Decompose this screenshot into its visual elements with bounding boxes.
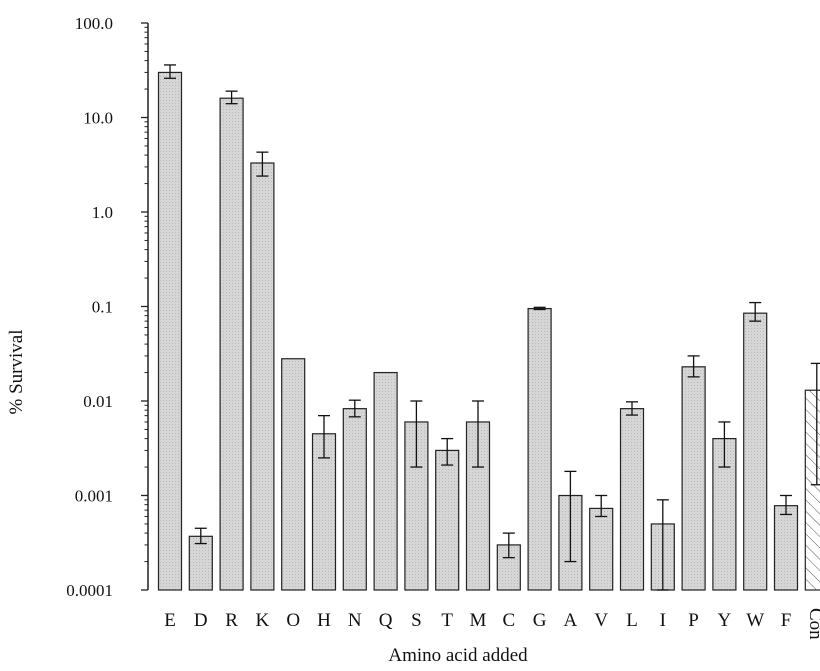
x-tick-label: I (660, 610, 666, 631)
y-tick-label: 0.1 (92, 298, 113, 317)
x-tick-label: V (594, 610, 608, 631)
y-tick-label: 0.0001 (66, 581, 113, 600)
x-tick-label: Con (805, 608, 820, 640)
x-tick-label: G (533, 610, 547, 631)
bar-t (436, 450, 459, 590)
x-tick-label: P (688, 610, 699, 631)
bar-n (343, 409, 366, 590)
x-tick-label: N (348, 610, 362, 631)
bar-l (621, 409, 644, 590)
bar-d (189, 536, 212, 590)
x-tick-label: H (317, 610, 331, 631)
bar-w (744, 313, 767, 590)
x-tick-label: S (411, 610, 422, 631)
bar-o (282, 359, 305, 590)
x-tick-label: R (225, 610, 238, 631)
y-tick-label: 1.0 (92, 203, 113, 222)
x-tick-label: L (626, 610, 638, 631)
y-tick-label: 0.01 (83, 392, 113, 411)
bar-r (220, 98, 243, 590)
x-axis-label: Amino acid added (388, 645, 528, 666)
x-tick-label: O (286, 610, 300, 631)
bar-v (590, 508, 613, 590)
y-axis: 100.0 10.0 1.0 0.1 0.01 0.001 0.0001 (66, 14, 148, 600)
y-tick-label: 0.001 (75, 487, 113, 506)
bar-e (159, 72, 182, 590)
x-tick-label: D (194, 610, 208, 631)
bar-g (528, 309, 551, 590)
x-tick-label: M (470, 610, 487, 631)
x-tick-label: K (256, 610, 270, 631)
y-axis-label: % Survival (6, 330, 27, 415)
x-tick-label: A (564, 610, 578, 631)
x-tick-label: T (441, 610, 453, 631)
bar-q (374, 373, 397, 590)
x-tick-label: Y (718, 610, 732, 631)
x-tick-label: E (164, 610, 176, 631)
bars-layer (159, 72, 820, 590)
bar-f (775, 506, 798, 590)
bar-k (251, 163, 274, 590)
y-tick-label: 10.0 (83, 109, 113, 128)
bar-control (805, 390, 820, 590)
x-tick-label: W (746, 610, 764, 631)
bar-p (682, 367, 705, 590)
x-tick-label: F (781, 610, 792, 631)
x-tick-label: Q (379, 610, 393, 631)
y-tick-label: 100.0 (75, 14, 113, 33)
x-tick-label: C (502, 610, 515, 631)
